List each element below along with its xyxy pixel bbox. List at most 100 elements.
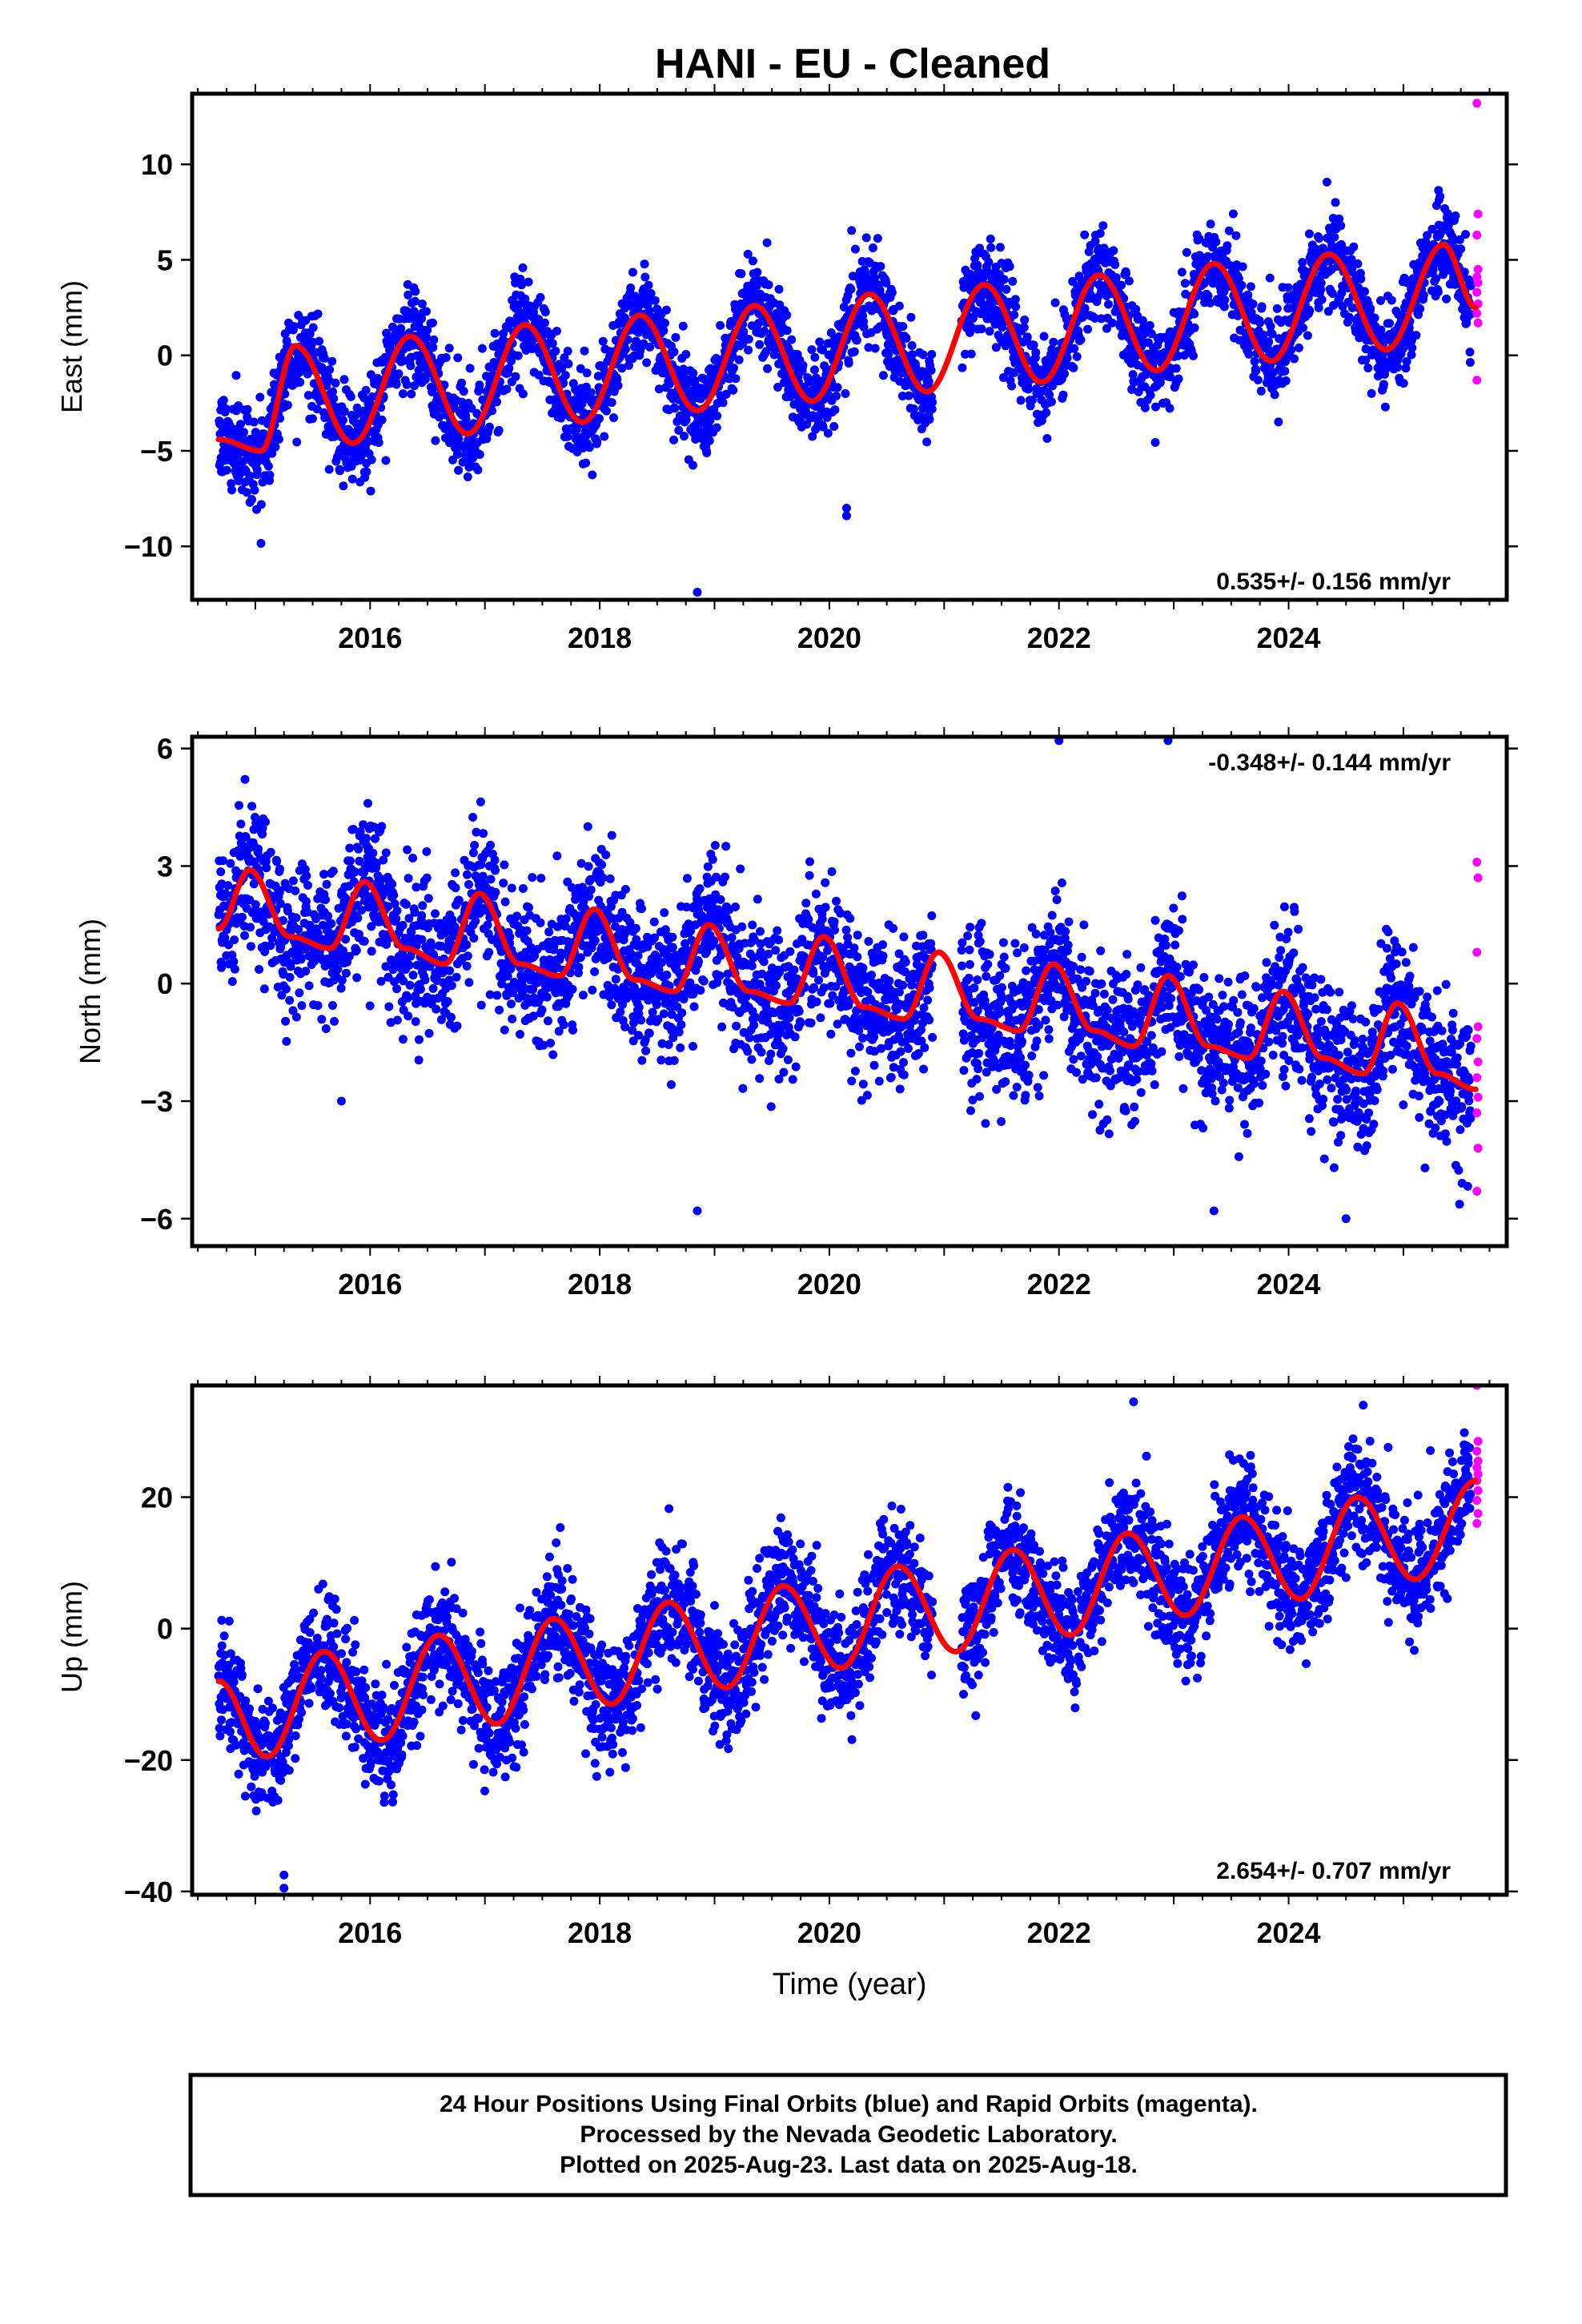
final-orbit-point [1011, 302, 1021, 312]
final-orbit-point [1138, 316, 1147, 325]
final-orbit-point [518, 389, 528, 399]
final-orbit-point [216, 867, 226, 877]
final-orbit-point [462, 961, 472, 971]
y-tick-label: 10 [141, 148, 173, 181]
final-orbit-point [259, 917, 268, 927]
final-orbit-point [928, 397, 938, 407]
final-orbit-point [1107, 318, 1117, 328]
final-orbit-point [644, 280, 653, 290]
final-orbit-point [1361, 344, 1371, 354]
y-tick-label: −5 [140, 435, 173, 468]
final-orbit-point [1304, 229, 1314, 239]
final-orbit-point [925, 415, 934, 424]
final-orbit-point [275, 899, 285, 908]
final-orbit-point [539, 1040, 548, 1050]
final-orbit-point [241, 832, 251, 842]
final-orbit-point [500, 1025, 509, 1035]
final-orbit-point [1337, 288, 1347, 298]
final-orbit-point [773, 383, 782, 392]
final-orbit-point [584, 862, 593, 871]
final-orbit-point [1264, 337, 1274, 347]
final-orbit-point [1344, 312, 1354, 322]
final-orbit-point [590, 935, 600, 945]
final-orbit-point [483, 920, 492, 930]
final-orbit-point [398, 920, 408, 930]
final-orbit-point [1347, 255, 1356, 264]
final-orbit-point [490, 855, 500, 865]
final-orbit-point [392, 906, 402, 915]
final-orbit-point [1427, 224, 1437, 234]
east-axis-ticks [181, 84, 1518, 609]
final-orbit-point [583, 822, 592, 831]
final-orbit-point [607, 1000, 616, 1010]
final-orbit-point [1177, 267, 1186, 277]
final-orbit-point [404, 290, 413, 300]
final-orbit-point [285, 995, 295, 1005]
final-orbit-point [572, 425, 581, 435]
final-orbit-point [524, 277, 533, 287]
final-orbit-point [1330, 232, 1339, 242]
final-orbit-point [1131, 304, 1141, 314]
final-orbit-point [1220, 296, 1230, 305]
final-orbit-point [415, 1035, 424, 1044]
final-orbit-point [680, 432, 689, 441]
final-orbit-point [359, 936, 369, 946]
final-orbit-point [617, 364, 627, 373]
final-orbit-point [412, 960, 422, 970]
final-orbit-point [731, 374, 741, 384]
final-orbit-point [590, 967, 600, 976]
final-orbit-point [744, 345, 753, 355]
final-orbit-point [536, 292, 545, 302]
final-orbit-point [568, 984, 577, 994]
final-orbit-point [755, 340, 765, 349]
final-orbit-point [640, 272, 650, 282]
final-orbit-point [444, 344, 454, 353]
final-orbit-point [918, 350, 928, 360]
final-orbit-point [1203, 251, 1213, 261]
final-orbit-point [761, 347, 771, 356]
final-orbit-point [464, 978, 474, 987]
final-orbit-point [1316, 284, 1326, 294]
final-orbit-point [1281, 376, 1291, 385]
final-orbit-point [1253, 376, 1263, 384]
final-orbit-point [447, 981, 456, 991]
final-orbit-point [323, 955, 332, 963]
final-orbit-point [557, 364, 567, 373]
y-tick-label: 0 [157, 340, 173, 372]
final-orbit-point [1190, 323, 1199, 332]
final-orbit-point [1370, 313, 1379, 323]
final-orbit-point [1456, 235, 1464, 244]
final-orbit-point [355, 827, 365, 836]
final-orbit-point [1042, 408, 1051, 417]
final-orbit-point [729, 385, 738, 395]
final-orbit-point [1402, 356, 1411, 366]
final-orbit-point [522, 926, 532, 935]
final-orbit-point [1317, 295, 1327, 304]
final-orbit-point [392, 1015, 402, 1025]
final-orbit-point [414, 1055, 424, 1065]
final-orbit-point [256, 539, 266, 548]
final-orbit-point [563, 347, 572, 356]
final-orbit-point [221, 404, 231, 414]
final-orbit-point [1140, 403, 1150, 412]
rapid-orbit-point [1472, 99, 1482, 108]
final-orbit-point [906, 312, 916, 322]
final-orbit-point [249, 879, 259, 889]
final-orbit-point [366, 486, 375, 496]
final-orbit-point [339, 481, 348, 491]
final-orbit-point [374, 438, 383, 448]
final-orbit-point [283, 907, 292, 915]
final-orbit-point [878, 371, 888, 380]
final-orbit-point [1150, 438, 1160, 447]
final-orbit-point [245, 895, 255, 905]
final-orbit-point [586, 875, 595, 884]
final-orbit-point [1433, 287, 1443, 297]
final-orbit-point [1465, 348, 1475, 357]
final-orbit-point [1287, 345, 1296, 355]
final-orbit-point [435, 412, 444, 422]
final-orbit-point [282, 1036, 291, 1046]
final-orbit-point [454, 895, 464, 905]
final-orbit-point [1307, 258, 1316, 267]
final-orbit-point [678, 321, 688, 331]
